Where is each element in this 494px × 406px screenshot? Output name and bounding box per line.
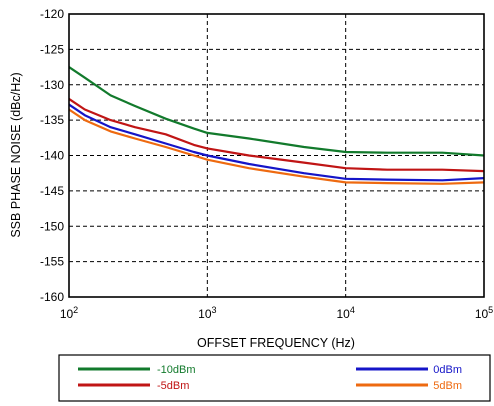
y-tick-label: -120 (40, 7, 64, 21)
legend-label: -5dBm (157, 380, 189, 392)
series-lines (68, 66, 485, 185)
x-tick-label: 105 (475, 305, 493, 321)
series-line (68, 103, 485, 182)
legend-label: 0dBm (433, 364, 462, 376)
x-tick-label: 104 (336, 305, 354, 321)
legend: -10dBm -5dBm 0dBm 5dBm (78, 364, 462, 392)
legend-label: 5dBm (433, 380, 462, 392)
y-tick-label: -160 (40, 290, 64, 304)
x-tick-label: 103 (198, 305, 216, 321)
y-tick-label: -125 (40, 42, 64, 56)
x-tick-label: 102 (60, 305, 78, 321)
x-tick-labels: 102 103 104 105 (60, 305, 493, 321)
series-line (68, 66, 485, 157)
y-axis-title: SSB PHASE NOISE (dBc/Hz) (9, 72, 23, 237)
y-tick-label: -155 (40, 255, 64, 269)
series-line (68, 108, 485, 185)
legend-label: -10dBm (157, 364, 196, 376)
y-tick-label: -140 (40, 149, 64, 163)
legend-box (58, 354, 491, 402)
y-tick-label: -130 (40, 78, 64, 92)
grid (69, 14, 484, 297)
x-axis-title: OFFSET FREQUENCY (Hz) (197, 336, 355, 350)
y-tick-label: -135 (40, 113, 64, 127)
y-tick-labels: -120 -125 -130 -135 -140 -145 -150 -155 -160 (40, 7, 64, 304)
plot-frame (68, 13, 485, 298)
y-tick-label: -150 (40, 219, 64, 233)
series-line (68, 97, 485, 173)
y-tick-label: -145 (40, 184, 64, 198)
